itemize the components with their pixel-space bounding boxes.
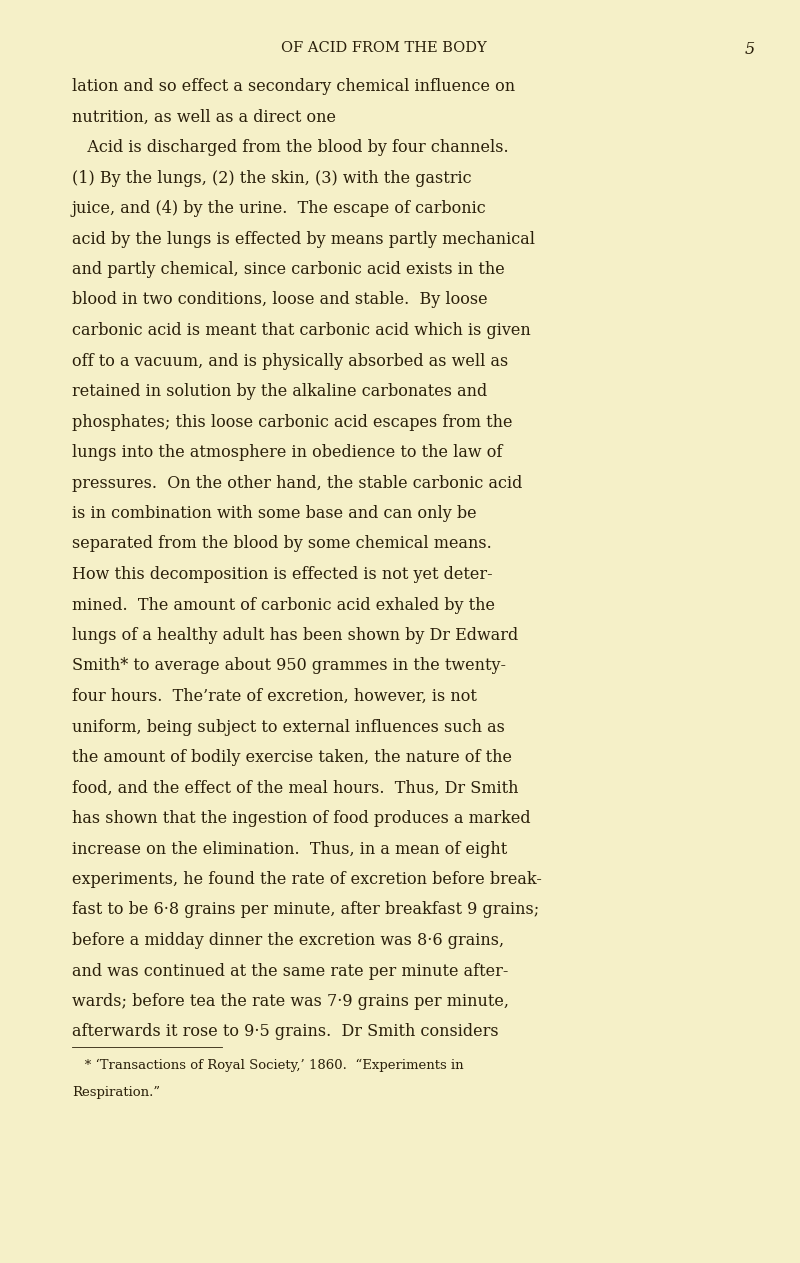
Text: off to a vacuum, and is physically absorbed as well as: off to a vacuum, and is physically absor… [72, 352, 508, 370]
Text: fast to be 6·8 grains per minute, after breakfast 9 grains;: fast to be 6·8 grains per minute, after … [72, 902, 539, 918]
Text: and was continued at the same rate per minute after-: and was continued at the same rate per m… [72, 962, 508, 980]
Text: phosphates; this loose carbonic acid escapes from the: phosphates; this loose carbonic acid esc… [72, 413, 513, 431]
Text: * ‘Transactions of Royal Society,’ 1860.  “Experiments in: * ‘Transactions of Royal Society,’ 1860.… [72, 1058, 464, 1072]
Text: mined.  The amount of carbonic acid exhaled by the: mined. The amount of carbonic acid exhal… [72, 596, 495, 614]
Text: lungs into the atmosphere in obedience to the law of: lungs into the atmosphere in obedience t… [72, 445, 502, 461]
Text: afterwards it rose to 9·5 grains.  Dr Smith considers: afterwards it rose to 9·5 grains. Dr Smi… [72, 1023, 498, 1041]
Text: lungs of a healthy adult has been shown by Dr Edward: lungs of a healthy adult has been shown … [72, 626, 518, 644]
Text: OF ACID FROM THE BODY: OF ACID FROM THE BODY [281, 40, 486, 56]
Text: Smith* to average about 950 grammes in the twenty-: Smith* to average about 950 grammes in t… [72, 658, 506, 674]
Text: juice, and (4) by the urine.  The escape of carbonic: juice, and (4) by the urine. The escape … [72, 200, 486, 217]
Text: How this decomposition is effected is not yet deter-: How this decomposition is effected is no… [72, 566, 493, 584]
Text: lation and so effect a secondary chemical influence on: lation and so effect a secondary chemica… [72, 78, 515, 95]
Text: is in combination with some base and can only be: is in combination with some base and can… [72, 505, 477, 522]
Text: increase on the elimination.  Thus, in a mean of eight: increase on the elimination. Thus, in a … [72, 840, 507, 858]
Text: separated from the blood by some chemical means.: separated from the blood by some chemica… [72, 536, 492, 552]
Text: blood in two conditions, loose and stable.  By loose: blood in two conditions, loose and stabl… [72, 292, 488, 308]
Text: and partly chemical, since carbonic acid exists in the: and partly chemical, since carbonic acid… [72, 261, 505, 278]
Text: the amount of bodily exercise taken, the nature of the: the amount of bodily exercise taken, the… [72, 749, 512, 765]
Text: acid by the lungs is effected by means partly mechanical: acid by the lungs is effected by means p… [72, 231, 535, 248]
Text: pressures.  On the other hand, the stable carbonic acid: pressures. On the other hand, the stable… [72, 475, 522, 491]
Text: retained in solution by the alkaline carbonates and: retained in solution by the alkaline car… [72, 383, 487, 400]
Text: Respiration.”: Respiration.” [72, 1086, 160, 1099]
Text: wards; before tea the rate was 7·9 grains per minute,: wards; before tea the rate was 7·9 grain… [72, 993, 509, 1010]
Text: carbonic acid is meant that carbonic acid which is given: carbonic acid is meant that carbonic aci… [72, 322, 530, 338]
Text: has shown that the ingestion of food produces a marked: has shown that the ingestion of food pro… [72, 810, 530, 827]
Text: 5: 5 [745, 40, 755, 58]
Text: before a midday dinner the excretion was 8·6 grains,: before a midday dinner the excretion was… [72, 932, 504, 949]
Text: food, and the effect of the meal hours.  Thus, Dr Smith: food, and the effect of the meal hours. … [72, 779, 518, 797]
Text: Acid is discharged from the blood by four channels.: Acid is discharged from the blood by fou… [72, 139, 509, 157]
Text: four hours.  The’rate of excretion, however, is not: four hours. The’rate of excretion, howev… [72, 688, 477, 705]
Text: experiments, he found the rate of excretion before break-: experiments, he found the rate of excret… [72, 871, 542, 888]
Text: uniform, being subject to external influences such as: uniform, being subject to external influ… [72, 719, 505, 735]
Text: nutrition, as well as a direct one: nutrition, as well as a direct one [72, 109, 336, 125]
Text: (1) By the lungs, (2) the skin, (3) with the gastric: (1) By the lungs, (2) the skin, (3) with… [72, 169, 472, 187]
